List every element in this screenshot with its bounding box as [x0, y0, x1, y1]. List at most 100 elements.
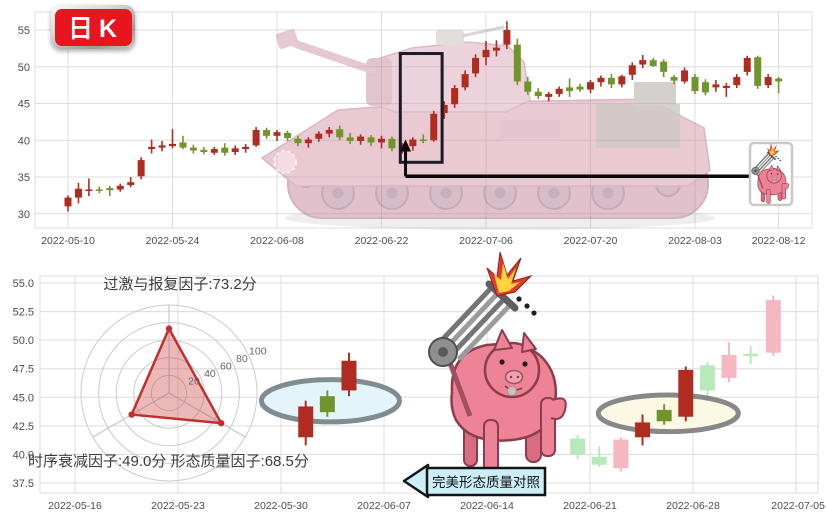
candle — [252, 127, 260, 147]
candle — [388, 136, 396, 152]
candle — [597, 75, 605, 87]
candle — [570, 435, 586, 460]
svg-text:2022-05-16: 2022-05-16 — [48, 500, 102, 512]
daily-k-annotations — [398, 52, 752, 179]
candle — [430, 110, 438, 142]
pattern-axis-labels: 37.5 40.0 42.5 45.0 47.5 50.0 52.5 55.0 2022-05-… — [13, 278, 826, 512]
candle — [775, 77, 783, 94]
candle — [764, 74, 772, 89]
candle — [660, 59, 668, 78]
svg-text:100: 100 — [249, 346, 267, 358]
arrow-label-text: 完美形态质量对照 — [432, 475, 540, 490]
tank-muzzle-brake — [275, 29, 299, 49]
candle — [325, 127, 333, 138]
daily-k-badge-label: 日K — [67, 15, 124, 43]
svg-text:40.0: 40.0 — [13, 449, 34, 461]
candle — [263, 127, 271, 139]
candle — [681, 67, 689, 84]
svg-text:2022-05-10: 2022-05-10 — [41, 235, 95, 247]
candle — [357, 134, 365, 145]
candle — [85, 178, 93, 197]
svg-text:50: 50 — [18, 62, 30, 74]
candle — [242, 143, 250, 153]
candle — [221, 143, 229, 156]
svg-text:2022-06-08: 2022-06-08 — [250, 235, 304, 247]
svg-text:40: 40 — [204, 368, 216, 380]
candle — [169, 129, 176, 149]
daily-k-badge: 日K — [51, 5, 135, 49]
svg-text:60: 60 — [220, 360, 232, 372]
candle — [743, 55, 751, 76]
svg-text:55.0: 55.0 — [13, 278, 34, 290]
svg-text:45.0: 45.0 — [13, 392, 34, 404]
candle — [591, 446, 607, 468]
candle — [639, 54, 647, 69]
candle — [367, 135, 375, 147]
candle — [618, 74, 626, 88]
highlight-rectangle — [398, 52, 444, 164]
candle — [555, 86, 563, 97]
candle — [273, 129, 281, 141]
candle — [492, 40, 500, 57]
candle — [158, 140, 166, 152]
svg-text:37.5: 37.5 — [13, 478, 34, 490]
candle — [722, 82, 730, 97]
candle — [179, 135, 187, 150]
tank-watermark — [260, 25, 715, 230]
tank-turret — [367, 41, 531, 113]
svg-text:80: 80 — [236, 353, 248, 365]
candle — [699, 361, 715, 396]
up-arrow-head — [400, 139, 412, 152]
tank-hull — [260, 98, 711, 187]
candle — [451, 85, 459, 108]
arrow-label-box — [425, 466, 547, 497]
candle — [701, 79, 709, 96]
svg-text:35: 35 — [18, 172, 30, 184]
candle — [678, 366, 694, 422]
candle — [503, 21, 511, 50]
candle — [587, 79, 594, 94]
factor-scores-label: 时序衰减因子:49.0分 形态质量因子:68.5分 — [28, 453, 309, 470]
daily-k-badge-face: 日K — [54, 8, 132, 46]
svg-text:50.0: 50.0 — [13, 335, 34, 347]
candle — [336, 125, 344, 141]
svg-text:47.5: 47.5 — [13, 364, 34, 376]
candle — [210, 146, 218, 155]
tank-rear-stowage — [596, 104, 680, 148]
left-arrow-icon — [402, 463, 430, 499]
svg-text:2022-05-24: 2022-05-24 — [146, 235, 200, 247]
candle — [231, 145, 239, 155]
candle — [200, 146, 208, 155]
tank-barrel — [292, 40, 376, 74]
candle — [513, 38, 521, 86]
svg-text:40: 40 — [18, 135, 30, 147]
candle — [534, 88, 542, 100]
candle — [524, 77, 532, 95]
candle — [566, 78, 574, 97]
candle — [319, 390, 335, 417]
candle — [148, 139, 156, 154]
candle — [712, 79, 720, 92]
candle — [691, 74, 699, 94]
candle — [635, 414, 651, 446]
candle — [283, 130, 291, 141]
candle — [613, 437, 629, 472]
candle — [743, 345, 759, 365]
candle — [116, 183, 124, 192]
svg-text:2022-06-21: 2022-06-21 — [563, 500, 617, 512]
candle — [378, 135, 385, 149]
candle — [628, 62, 636, 80]
radar-title: 过激与报复因子:73.2分 — [103, 275, 256, 293]
candle — [294, 135, 302, 147]
svg-text:2022-07-06: 2022-07-06 — [459, 235, 513, 247]
candle — [721, 342, 737, 383]
candle — [189, 144, 197, 154]
svg-text:2022-08-12: 2022-08-12 — [752, 235, 806, 247]
candle — [419, 134, 427, 144]
svg-text:55: 55 — [18, 25, 30, 37]
svg-text:2022-06-22: 2022-06-22 — [355, 235, 409, 247]
candle — [346, 132, 354, 144]
candle — [607, 74, 615, 89]
